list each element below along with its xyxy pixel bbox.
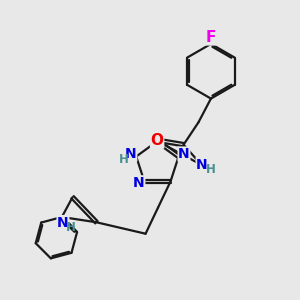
Text: N: N <box>196 158 208 172</box>
Text: N: N <box>57 216 69 230</box>
Text: H: H <box>66 221 76 235</box>
Text: H: H <box>206 164 215 176</box>
Text: H: H <box>119 153 129 166</box>
Text: N: N <box>133 176 145 190</box>
Text: N: N <box>125 147 137 161</box>
Text: F: F <box>206 30 216 45</box>
Text: O: O <box>151 133 164 148</box>
Text: N: N <box>178 147 190 161</box>
